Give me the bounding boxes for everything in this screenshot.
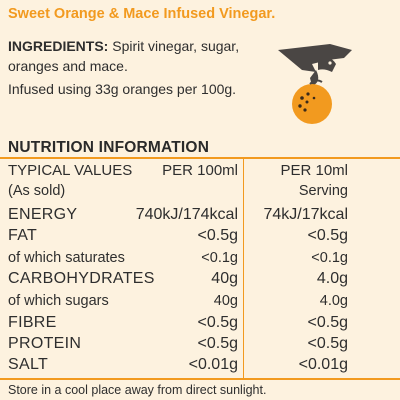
table-subheader-row: (As sold) Serving	[0, 181, 400, 201]
table-header-row: TYPICAL VALUES PER 100ml PER 10ml	[0, 161, 400, 181]
row-per-10ml: 4.0g	[319, 293, 348, 309]
header-per-10ml: PER 10ml	[280, 162, 348, 179]
row-label: ENERGY	[8, 206, 78, 223]
column-divider	[243, 159, 244, 378]
table-top-rule	[0, 157, 400, 159]
row-per-10ml: <0.5g	[307, 335, 348, 352]
subheader-serving: Serving	[298, 183, 348, 199]
table-row-protein: PROTEIN <0.5g <0.5g	[0, 334, 400, 354]
ingredients-label: INGREDIENTS:	[8, 38, 109, 54]
row-per-100ml: <0.5g	[197, 314, 238, 331]
row-label: of which saturates	[8, 250, 125, 266]
row-per-10ml: 74kJ/17kcal	[263, 206, 349, 223]
pelican-holding-orange-icon	[278, 44, 352, 124]
row-label: FIBRE	[8, 314, 57, 331]
storage-note: Store in a cool place away from direct s…	[8, 383, 267, 397]
table-row-saturates: of which saturates <0.1g <0.1g	[0, 248, 400, 268]
table-row-fat: FAT <0.5g <0.5g	[0, 226, 400, 246]
subheader-as-sold: (As sold)	[8, 183, 66, 199]
infused-note: Infused using 33g oranges per 100g.	[8, 81, 237, 97]
row-per-100ml: <0.5g	[197, 227, 238, 244]
table-bottom-rule	[0, 378, 400, 380]
row-per-10ml: <0.1g	[311, 250, 348, 266]
table-row-energy: ENERGY 740kJ/174kcal 74kJ/17kcal	[0, 205, 400, 225]
row-per-100ml: <0.5g	[197, 335, 238, 352]
table-row-salt: SALT <0.01g <0.01g	[0, 355, 400, 375]
row-label: SALT	[8, 356, 49, 373]
row-per-10ml: <0.01g	[298, 356, 348, 373]
row-per-100ml: 40g	[213, 293, 238, 309]
nutrition-heading: NUTRITION INFORMATION	[8, 139, 210, 156]
row-label: FAT	[8, 227, 38, 244]
row-label: PROTEIN	[8, 335, 82, 352]
row-per-100ml: 740kJ/174kcal	[135, 206, 238, 223]
row-label: CARBOHYDRATES	[8, 270, 155, 287]
ingredients-block: INGREDIENTS: Spirit vinegar, sugar, oran…	[8, 36, 278, 76]
row-per-10ml: 4.0g	[316, 270, 348, 287]
table-row-sugars: of which sugars 40g 4.0g	[0, 291, 400, 311]
row-per-100ml: <0.1g	[201, 250, 238, 266]
row-per-100ml: <0.01g	[188, 356, 238, 373]
table-row-fibre: FIBRE <0.5g <0.5g	[0, 313, 400, 333]
table-row-carbohydrates: CARBOHYDRATES 40g 4.0g	[0, 269, 400, 289]
row-per-10ml: <0.5g	[307, 227, 348, 244]
row-label: of which sugars	[8, 293, 109, 309]
row-per-10ml: <0.5g	[307, 314, 348, 331]
row-per-100ml: 40g	[211, 270, 238, 287]
header-per-100ml: PER 100ml	[162, 162, 238, 179]
product-title: Sweet Orange & Mace Infused Vinegar.	[8, 6, 276, 22]
ingredients-text: Spirit vinegar, sugar, oranges and mace.	[8, 38, 240, 74]
header-typical-values: TYPICAL VALUES	[8, 162, 133, 179]
